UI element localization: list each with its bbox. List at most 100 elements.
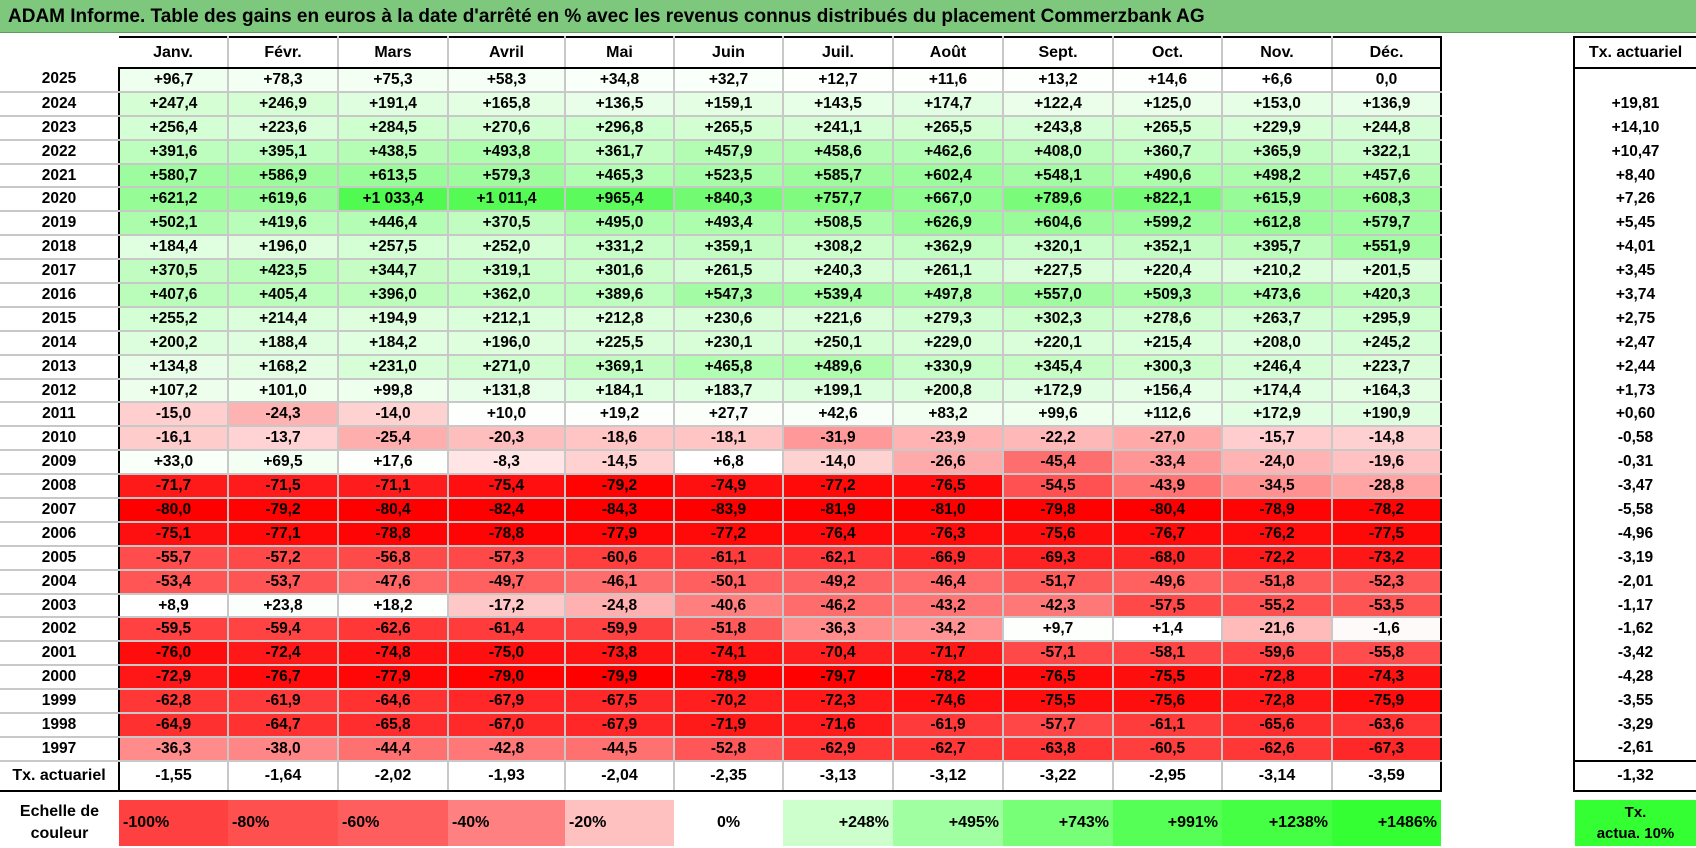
heatmap-cell: +243,8 [1003,115,1114,141]
year-label: 2019 [0,211,120,237]
legend-swatch: -20% [565,800,674,846]
heatmap-cell: +96,7 [119,68,229,93]
footer-cell: -2,02 [338,759,449,792]
heatmap-cell: +231,0 [338,354,449,380]
heatmap-cell: -67,3 [1332,736,1442,762]
heatmap-cell: +199,1 [783,378,894,404]
year-label: 2017 [0,259,120,285]
heatmap-cell: -69,3 [1003,545,1114,571]
heatmap-cell: -51,8 [1222,569,1333,595]
actuarial-rate-cell: -3,47 [1573,474,1696,499]
heatmap-cell: -71,7 [893,641,1004,667]
heatmap-cell: -61,9 [228,689,339,715]
heatmap-cell: +12,7 [783,68,894,93]
heatmap-cell: +302,3 [1003,306,1114,332]
heatmap-cell: -79,7 [783,665,894,691]
color-scale-legend: Echelle de couleur -100% -80% -60% -40% -20%… [0,798,1696,848]
heatmap-cell: -15,7 [1222,426,1333,452]
table-row: 2025 +96,7 +78,3 +75,3 +58,3 +34,8 +32,7 +12,7 +… [0,68,1442,93]
month-header: Août [893,36,1004,69]
heatmap-cell: +75,3 [338,68,449,93]
heatmap-cell: -72,9 [119,665,229,691]
heatmap-cell: +1,4 [1113,617,1223,643]
heatmap-cell: -40,6 [674,593,784,619]
heatmap-cell: +257,5 [338,235,449,261]
actuarial-rate-cell: -1,17 [1573,593,1696,618]
heatmap-cell: +438,5 [338,139,449,165]
heatmap-cell: +612,8 [1222,211,1333,237]
legend-swatch: +991% [1113,800,1222,846]
year-label: 1998 [0,713,120,738]
year-label: 2003 [0,593,120,619]
legend-swatch: -60% [338,800,448,846]
month-header: Mars [338,36,449,69]
heatmap-cell: -75,0 [448,641,566,667]
heatmap-cell: +23,8 [228,593,339,619]
month-header: Avril [448,36,566,69]
heatmap-cell: +34,8 [565,68,675,93]
heatmap-cell: -42,3 [1003,593,1114,619]
heatmap-cell: +395,7 [1222,235,1333,261]
heatmap-cell: +300,3 [1113,354,1223,380]
heatmap-cell: +188,4 [228,330,339,356]
year-label: 2015 [0,306,120,332]
heatmap-cell: -77,5 [1332,521,1442,547]
heatmap-cell: -78,9 [674,665,784,691]
heatmap-cell: -79,0 [448,665,566,691]
heatmap-cell: +365,9 [1222,139,1333,165]
heatmap-cell: 0,0 [1332,68,1442,93]
year-label: 2001 [0,641,120,667]
footer-actuarial-cell: -1,32 [1573,759,1696,792]
heatmap-cell: -42,8 [448,736,566,762]
heatmap-cell: -25,4 [338,426,449,452]
heatmap-cell: -55,2 [1222,593,1333,619]
heatmap-cell: -72,8 [1222,665,1333,691]
heatmap-cell: +462,6 [893,139,1004,165]
heatmap-cell: +134,8 [119,354,229,380]
heatmap-cell: +101,0 [228,378,339,404]
heatmap-cell: -61,9 [893,713,1004,738]
heatmap-cell: +585,7 [783,163,894,189]
heatmap-cell: +586,9 [228,163,339,189]
heatmap-cell: +200,8 [893,378,1004,404]
heatmap-cell: -78,2 [1332,498,1442,523]
heatmap-cell: +757,7 [783,187,894,213]
legend-swatch: +1238% [1222,800,1332,846]
heatmap-cell: -76,7 [1113,521,1223,547]
legend-swatch: -100% [119,800,228,846]
heatmap-cell: -65,8 [338,713,449,738]
heatmap-cell: +508,5 [783,211,894,237]
heatmap-cell: +17,6 [338,450,449,476]
heatmap-cell: +330,9 [893,354,1004,380]
legend-label: Echelle de couleur [0,798,119,848]
heatmap-cell: +220,4 [1113,259,1223,285]
heatmap-cell: +789,6 [1003,187,1114,213]
year-label: 1997 [0,736,120,762]
year-label: 2020 [0,187,120,213]
footer-cell: -2,04 [565,759,675,792]
heatmap-cell: +174,7 [893,91,1004,117]
heatmap-cell: +230,1 [674,330,784,356]
heatmap-cell: -70,4 [783,641,894,667]
heatmap-cell: -79,8 [1003,498,1114,523]
heatmap-cell: +271,0 [448,354,566,380]
heatmap-cell: -78,2 [893,665,1004,691]
heatmap-cell: -77,9 [565,521,675,547]
heatmap-cell: -47,6 [338,569,449,595]
heatmap-cell: +502,1 [119,211,229,237]
heatmap-cell: +613,5 [338,163,449,189]
heatmap-cell: +8,9 [119,593,229,619]
heatmap-cell: +446,4 [338,211,449,237]
heatmap-cell: -64,9 [119,713,229,738]
heatmap-cell: +184,2 [338,330,449,356]
heatmap-cell: +420,3 [1332,283,1442,308]
heatmap-cell: -74,8 [338,641,449,667]
table-row: 2014 +200,2 +188,4 +184,2 +196,0 +225,5 +230,1… [0,330,1442,356]
actuarial-rate-column: Tx. actuariel +19,81 +14,10 +10,47 +8,40 +7,… [1573,36,1696,792]
heatmap-cell: +580,7 [119,163,229,189]
heatmap-cell: -84,3 [565,498,675,523]
heatmap-cell: +523,5 [674,163,784,189]
heatmap-cell: +227,5 [1003,259,1114,285]
heatmap-cell: +490,6 [1113,163,1223,189]
heatmap-cell: +221,6 [783,306,894,332]
